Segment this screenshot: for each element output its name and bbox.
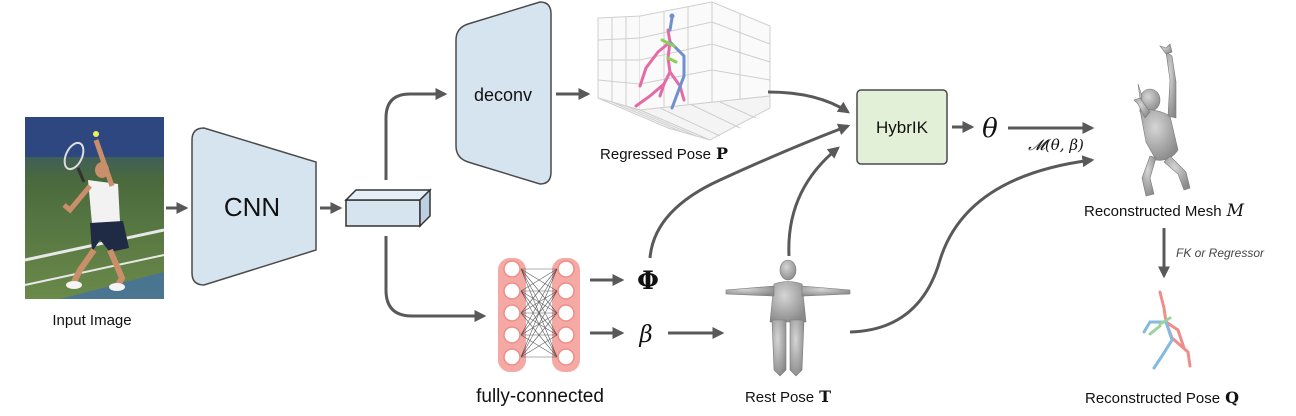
feature-map-box (344, 188, 432, 228)
mesh-function-label: 𝓜(θ, β) (1028, 136, 1084, 154)
phi-symbol: Φ (637, 266, 659, 295)
reconstructed-mesh-label: Reconstructed Mesh M (1084, 201, 1245, 221)
restpose-to-hybrik-arrow (787, 146, 840, 257)
hybrik-label: HybrIK (876, 118, 929, 137)
pose-to-hybrik-arrow (767, 90, 850, 114)
phi-to-hybrik-arrow (648, 123, 851, 259)
reconstructed-mesh-figure (1133, 43, 1191, 197)
fully-connected-network (498, 258, 580, 372)
cnn-block (191, 127, 317, 286)
input-image-label: Input Image (52, 312, 131, 329)
deconv-label: deconv (474, 85, 532, 105)
restpose-to-mesh-arrow (849, 155, 1095, 334)
input-image (24, 117, 165, 299)
reconstructed-pose-skeleton (1142, 290, 1192, 370)
beta-symbol: β (638, 322, 652, 348)
regressed-pose-label: Regressed Pose P (600, 144, 728, 163)
tennis-player-figure (62, 131, 129, 291)
feature-to-deconv-arrow (384, 88, 448, 180)
regressed-pose-plot (597, 1, 771, 141)
rest-pose-mesh-figure (725, 259, 851, 377)
fully-connected-label: fully-connected (476, 386, 604, 407)
theta-symbol: θ (982, 114, 998, 144)
deconv-block (455, 1, 552, 185)
rest-pose-label: Rest Pose T (745, 387, 831, 406)
hybrik-block (856, 89, 948, 165)
cnn-label: CNN (224, 192, 280, 222)
feature-to-fc-arrow (384, 236, 487, 322)
reconstructed-pose-label: Reconstructed Pose Q (1085, 388, 1239, 407)
fk-regressor-label: FK or Regressor (1176, 246, 1265, 260)
